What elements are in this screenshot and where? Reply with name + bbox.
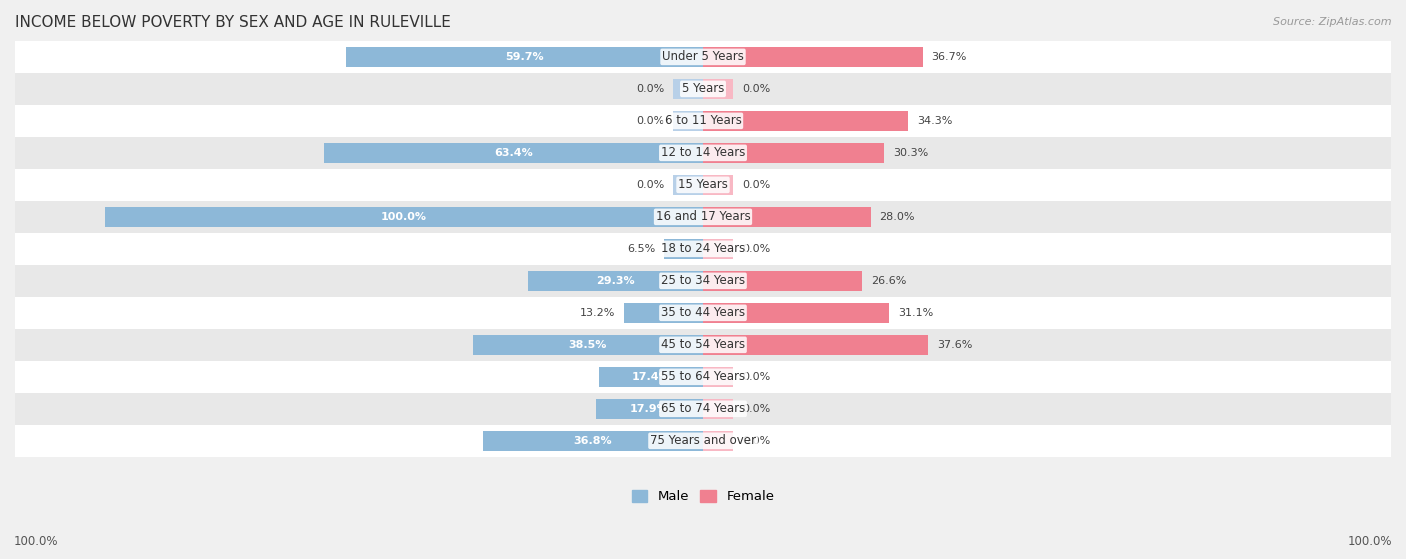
Text: 63.4%: 63.4% [494,148,533,158]
Bar [673,111,703,131]
Text: Source: ZipAtlas.com: Source: ZipAtlas.com [1274,17,1392,27]
Text: 18 to 24 Years: 18 to 24 Years [661,243,745,255]
Bar [0,265,1406,297]
Bar [472,335,703,355]
Bar [482,431,703,451]
Text: 15 Years: 15 Years [678,178,728,191]
Bar [596,399,703,419]
Bar [0,297,1406,329]
Bar [527,271,703,291]
Bar [104,207,703,227]
Bar [0,137,1406,169]
Bar [0,105,1406,137]
Text: 0.0%: 0.0% [742,84,770,94]
Bar [0,233,1406,265]
Bar [346,47,703,67]
Bar [0,169,1406,201]
Bar [664,239,703,259]
Text: 65 to 74 Years: 65 to 74 Years [661,402,745,415]
Text: 30.3%: 30.3% [893,148,928,158]
Text: 17.9%: 17.9% [630,404,669,414]
Bar [703,207,870,227]
Text: 16 and 17 Years: 16 and 17 Years [655,210,751,224]
Text: 0.0%: 0.0% [742,244,770,254]
Bar [703,367,733,387]
Bar [0,73,1406,105]
Text: 0.0%: 0.0% [636,84,664,94]
Bar [624,303,703,323]
Bar [703,303,889,323]
Text: 36.8%: 36.8% [574,436,612,446]
Text: 28.0%: 28.0% [880,212,915,222]
Bar [599,367,703,387]
Bar [703,431,733,451]
Text: 13.2%: 13.2% [579,308,614,318]
Text: 55 to 64 Years: 55 to 64 Years [661,370,745,383]
Text: 6.5%: 6.5% [627,244,655,254]
Text: 100.0%: 100.0% [1347,535,1392,548]
Text: 5 Years: 5 Years [682,82,724,96]
Text: 37.6%: 37.6% [936,340,973,350]
Text: 59.7%: 59.7% [505,52,544,62]
Bar [703,335,928,355]
Bar [0,393,1406,425]
Bar [0,425,1406,457]
Bar [323,143,703,163]
Text: 6 to 11 Years: 6 to 11 Years [665,115,741,127]
Bar [703,271,862,291]
Text: 29.3%: 29.3% [596,276,634,286]
Text: 0.0%: 0.0% [742,372,770,382]
Text: 0.0%: 0.0% [636,180,664,190]
Text: 17.4%: 17.4% [631,372,671,382]
Bar [703,79,733,99]
Legend: Male, Female: Male, Female [626,485,780,509]
Text: 38.5%: 38.5% [568,340,607,350]
Text: 75 Years and over: 75 Years and over [650,434,756,447]
Text: 45 to 54 Years: 45 to 54 Years [661,338,745,351]
Text: 0.0%: 0.0% [742,436,770,446]
Bar [0,201,1406,233]
Text: 0.0%: 0.0% [742,404,770,414]
Text: 36.7%: 36.7% [932,52,967,62]
Text: 12 to 14 Years: 12 to 14 Years [661,146,745,159]
Bar [673,175,703,195]
Text: 0.0%: 0.0% [742,180,770,190]
Text: 0.0%: 0.0% [636,116,664,126]
Bar [703,143,884,163]
Text: 100.0%: 100.0% [381,212,427,222]
Text: 25 to 34 Years: 25 to 34 Years [661,274,745,287]
Bar [703,399,733,419]
Bar [703,47,922,67]
Bar [0,329,1406,361]
Text: 31.1%: 31.1% [898,308,934,318]
Text: 34.3%: 34.3% [917,116,952,126]
Text: Under 5 Years: Under 5 Years [662,50,744,63]
Text: 100.0%: 100.0% [14,535,59,548]
Bar [703,111,908,131]
Text: 26.6%: 26.6% [872,276,907,286]
Text: 35 to 44 Years: 35 to 44 Years [661,306,745,319]
Bar [673,79,703,99]
Text: INCOME BELOW POVERTY BY SEX AND AGE IN RULEVILLE: INCOME BELOW POVERTY BY SEX AND AGE IN R… [15,15,451,30]
Bar [0,41,1406,73]
Bar [0,361,1406,393]
Bar [703,239,733,259]
Bar [703,175,733,195]
